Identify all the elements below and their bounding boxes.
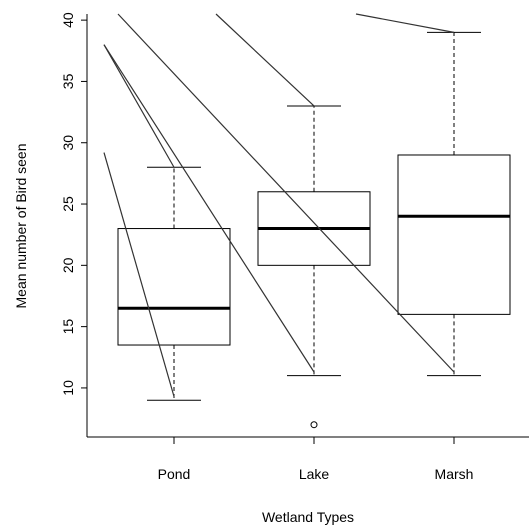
- y-tick-label: 20: [60, 257, 76, 273]
- x-tick-label: Lake: [299, 466, 330, 482]
- overlay-line: [103, 152, 175, 397]
- overlay-line: [117, 13, 455, 373]
- y-tick-label: 30: [60, 135, 76, 151]
- overlay-lines-group: [103, 13, 455, 397]
- x-tick-label: Marsh: [435, 466, 474, 482]
- overlay-line: [355, 13, 455, 33]
- x-tick-label: Pond: [158, 466, 191, 482]
- box-iqr: [117, 228, 231, 346]
- x-axis-title: Wetland Types: [262, 509, 354, 525]
- overlay-line: [103, 44, 315, 373]
- y-tick-label: 15: [60, 319, 76, 335]
- boxes-group: [117, 31, 511, 429]
- y-tick-label: 25: [60, 196, 76, 212]
- overlay-line: [103, 44, 175, 168]
- y-tick-label: 40: [60, 12, 76, 28]
- y-tick-label: 35: [60, 73, 76, 89]
- overlay-line: [215, 13, 315, 107]
- box-iqr: [397, 154, 511, 315]
- y-tick-label: 10: [60, 380, 76, 396]
- y-axis-ticks: 10 15 20 25 30 35 40: [60, 12, 87, 396]
- x-axis-ticks: Pond Lake Marsh: [158, 437, 474, 482]
- box-pond: [117, 166, 231, 401]
- box-lake: [257, 105, 371, 429]
- box-marsh: [397, 31, 511, 377]
- outlier-point: [310, 421, 318, 429]
- y-axis-title: Mean number of Bird seen: [13, 144, 29, 309]
